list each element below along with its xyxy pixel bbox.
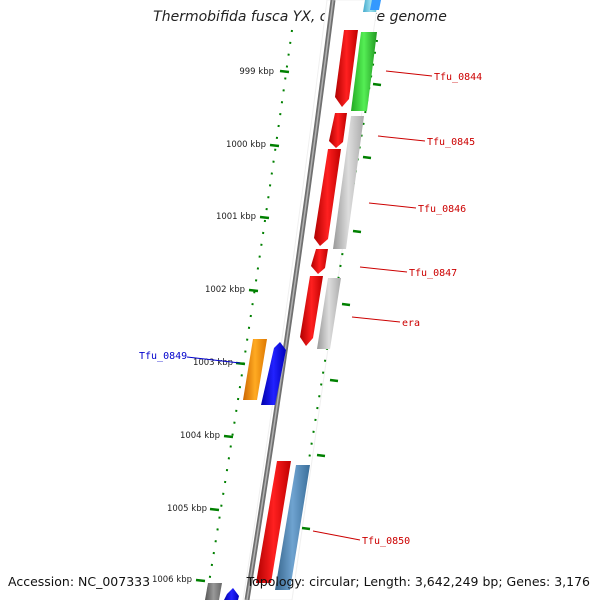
- gene-tfu0844-red[interactable]: [335, 30, 358, 107]
- gene-label-tfu0846[interactable]: Tfu_0846: [418, 204, 466, 215]
- tick-labels: 999 kbp 1000 kbp 1001 kbp 1002 kbp 1003 …: [152, 67, 274, 585]
- gene-tfu0846-red[interactable]: [314, 149, 341, 246]
- tick-label-1000: 1000 kbp: [226, 140, 266, 150]
- gene-tfu0847-red[interactable]: [311, 249, 328, 274]
- gene-features[interactable]: [205, 0, 381, 600]
- gene-label-tfu0850[interactable]: Tfu_0850: [362, 536, 410, 547]
- gene-label-era[interactable]: era: [402, 318, 420, 329]
- major-ticks: [195, 69, 382, 583]
- backbone-highlight: [246, 0, 334, 600]
- gene-era-red[interactable]: [300, 276, 323, 346]
- gene-green-rna[interactable]: [351, 32, 377, 111]
- gene-label-tfu0849[interactable]: Tfu_0849: [139, 351, 187, 362]
- tick-label-1001: 1001 kbp: [216, 212, 256, 222]
- tick-label-1006: 1006 kbp: [152, 575, 192, 585]
- gene-blue-partial-bottom[interactable]: [224, 588, 239, 600]
- tick-label-1003: 1003 kbp: [193, 358, 233, 368]
- gene-label-tfu0845[interactable]: Tfu_0845: [427, 137, 475, 148]
- gene-tfu0850-red[interactable]: [256, 461, 291, 583]
- label-leaders: [186, 70, 433, 541]
- tick-label-1005: 1005 kbp: [167, 504, 207, 514]
- gene-blue-partial[interactable]: [370, 0, 381, 10]
- gene-label-tfu0844[interactable]: Tfu_0844: [434, 72, 482, 83]
- gene-labels: Tfu_0844 Tfu_0845 Tfu_0846 Tfu_0847 era …: [139, 72, 482, 547]
- tick-label-999: 999 kbp: [239, 67, 274, 77]
- ruler-outer: [286, 39, 378, 596]
- gene-era-gray[interactable]: [317, 278, 341, 349]
- gene-tfu0849-blue[interactable]: [261, 342, 286, 405]
- accession-text: Accession: NC_007333: [8, 574, 151, 589]
- gene-tfu0850-steel[interactable]: [275, 465, 310, 590]
- gene-tfu0845-gray[interactable]: [333, 116, 364, 249]
- tick-label-1004: 1004 kbp: [180, 431, 220, 441]
- gene-tfu0845-red[interactable]: [329, 113, 347, 148]
- topology-text: Topology: circular; Length: 3,642,249 bp…: [246, 574, 590, 589]
- gene-dark-partial[interactable]: [205, 583, 222, 600]
- gene-tfu0849-orange[interactable]: [243, 339, 267, 400]
- gene-label-tfu0847[interactable]: Tfu_0847: [409, 268, 457, 279]
- tick-label-1002: 1002 kbp: [205, 285, 245, 295]
